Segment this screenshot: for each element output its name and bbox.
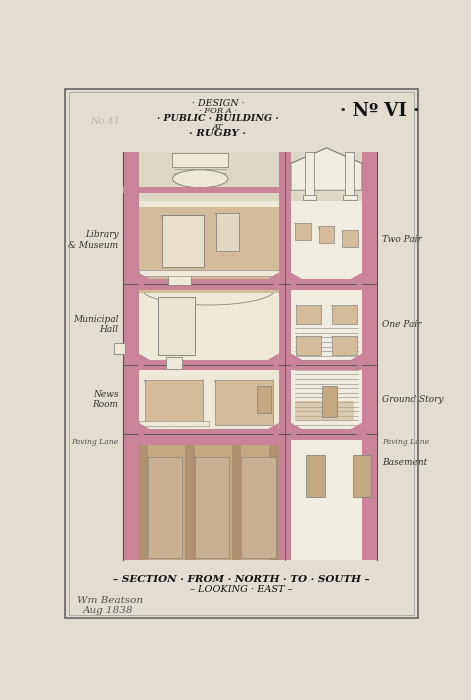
Bar xyxy=(241,456,276,557)
Bar xyxy=(148,456,182,557)
Bar xyxy=(332,305,357,324)
Text: Two Pair: Two Pair xyxy=(382,235,422,244)
Polygon shape xyxy=(138,272,149,290)
Text: No.41: No.41 xyxy=(90,117,120,126)
Bar xyxy=(138,201,279,207)
Bar xyxy=(138,290,279,293)
Bar xyxy=(145,379,203,425)
Bar xyxy=(295,401,354,421)
Text: · RUGBY ·: · RUGBY · xyxy=(189,130,246,139)
Bar xyxy=(305,152,314,198)
Bar xyxy=(123,152,138,560)
Bar xyxy=(123,429,377,440)
Bar xyxy=(138,290,279,360)
Polygon shape xyxy=(268,354,279,370)
Bar xyxy=(123,279,377,290)
Text: Wm Beatson: Wm Beatson xyxy=(77,596,143,605)
Text: · FOR A ·: · FOR A · xyxy=(199,107,237,116)
Bar xyxy=(138,440,148,560)
Bar xyxy=(138,440,279,560)
Polygon shape xyxy=(362,432,374,450)
Text: – SECTION · FROM · NORTH · TO · SOUTH –: – SECTION · FROM · NORTH · TO · SOUTH – xyxy=(113,575,369,584)
Text: Ground Story: Ground Story xyxy=(382,395,443,404)
Text: One Pair: One Pair xyxy=(382,320,422,329)
Bar xyxy=(318,227,334,244)
Bar xyxy=(114,343,125,354)
Bar xyxy=(291,440,362,560)
Bar xyxy=(172,153,228,167)
Bar xyxy=(195,456,229,557)
Bar xyxy=(138,421,209,426)
Text: Library
& Museum: Library & Museum xyxy=(68,230,119,250)
Bar xyxy=(138,370,279,429)
Text: · Nº VI ·: · Nº VI · xyxy=(340,102,419,120)
Bar xyxy=(345,152,354,198)
Text: News
Room: News Room xyxy=(93,390,119,410)
Bar xyxy=(123,360,377,370)
Bar xyxy=(123,429,377,440)
Text: Aug 1838: Aug 1838 xyxy=(83,606,134,615)
Polygon shape xyxy=(268,272,279,290)
Bar xyxy=(215,379,273,425)
Polygon shape xyxy=(291,354,302,370)
Bar xyxy=(185,440,195,560)
Text: AT: AT xyxy=(213,122,223,131)
Polygon shape xyxy=(291,423,302,440)
Bar xyxy=(279,152,291,560)
Bar xyxy=(138,270,279,276)
Polygon shape xyxy=(291,148,362,190)
Bar xyxy=(291,370,362,429)
Ellipse shape xyxy=(172,170,228,188)
Bar xyxy=(257,386,271,413)
Bar xyxy=(322,386,337,416)
Text: Paving Lane: Paving Lane xyxy=(72,438,119,446)
Bar xyxy=(291,201,362,279)
Bar xyxy=(123,438,279,445)
Bar xyxy=(295,223,311,239)
Text: Municipal
Hall: Municipal Hall xyxy=(73,315,119,335)
Text: · DESIGN ·: · DESIGN · xyxy=(192,99,244,108)
Bar xyxy=(123,187,279,193)
Bar xyxy=(296,305,321,324)
Polygon shape xyxy=(351,354,362,370)
Bar xyxy=(332,336,357,355)
Bar xyxy=(296,336,321,355)
Text: Basement: Basement xyxy=(382,458,427,468)
Bar xyxy=(307,455,325,498)
Polygon shape xyxy=(291,272,302,290)
Bar xyxy=(342,230,358,247)
Polygon shape xyxy=(351,423,362,440)
Bar xyxy=(302,195,317,200)
Bar xyxy=(342,195,357,200)
Polygon shape xyxy=(138,423,149,440)
Bar xyxy=(269,440,279,560)
Bar xyxy=(232,440,241,560)
Bar xyxy=(138,201,279,279)
Bar xyxy=(165,357,182,369)
Bar xyxy=(123,152,377,560)
Bar xyxy=(362,152,377,560)
Bar xyxy=(168,271,191,285)
Polygon shape xyxy=(138,354,149,370)
Bar xyxy=(216,213,239,251)
Polygon shape xyxy=(268,423,279,440)
Polygon shape xyxy=(351,272,362,290)
Bar xyxy=(158,298,195,355)
Bar xyxy=(291,290,362,360)
Text: · PUBLIC · BUILDING ·: · PUBLIC · BUILDING · xyxy=(157,114,279,123)
Bar xyxy=(353,455,371,498)
Text: – LOOKING · EAST –: – LOOKING · EAST – xyxy=(190,585,292,594)
Text: Paving Lane: Paving Lane xyxy=(382,438,429,446)
Bar xyxy=(162,215,204,267)
